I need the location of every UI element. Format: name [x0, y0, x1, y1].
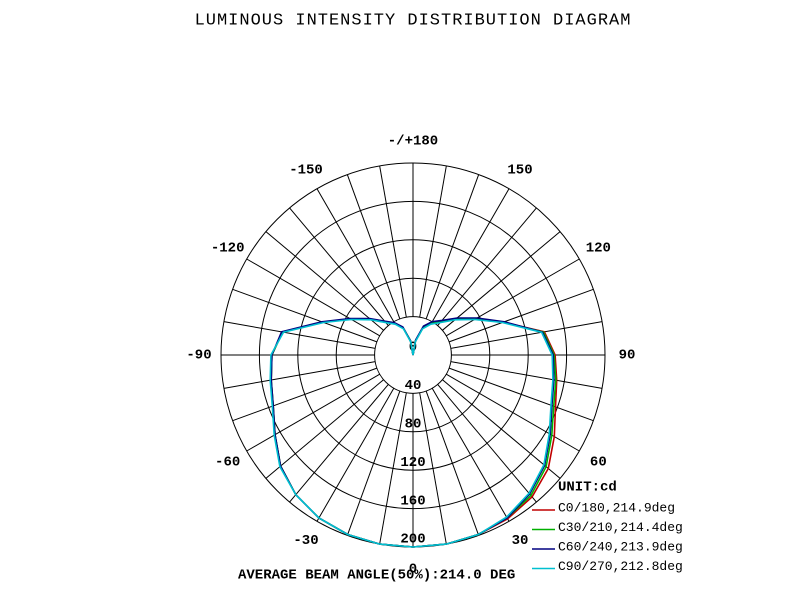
grid-spoke	[346, 174, 401, 320]
grid-spoke	[425, 174, 480, 320]
chart-title: LUMINOUS INTENSITY DISTRIBUTION DIAGRAM	[195, 11, 632, 30]
theta-tick-label: -90	[186, 348, 211, 364]
legend-label: C90/270,212.8deg	[558, 559, 683, 574]
grid-spoke	[448, 288, 594, 343]
series-line	[269, 318, 554, 548]
grid-spoke	[232, 288, 378, 343]
grid-spoke	[446, 373, 580, 452]
grid-spoke	[437, 384, 537, 503]
grid-spoke	[442, 379, 561, 479]
theta-tick-label: 120	[586, 241, 611, 257]
footer: AVERAGE BEAM ANGLE(50%):214.0 DEG	[238, 568, 515, 584]
legend-label: C30/210,214.4deg	[558, 520, 683, 535]
theta-tick-label: 0	[409, 562, 417, 578]
theta-tick-label: -150	[289, 162, 323, 178]
grid-spoke	[223, 321, 376, 349]
grid-spoke	[419, 165, 447, 318]
grid-spoke	[232, 367, 378, 422]
grid-spoke	[289, 207, 389, 326]
grid-spoke	[442, 231, 561, 331]
grid-spoke	[431, 188, 510, 322]
grid-spoke	[223, 361, 376, 389]
grid-spoke	[346, 390, 401, 536]
grid-spoke	[246, 373, 380, 452]
theta-tick-label: -30	[293, 533, 318, 549]
unit-label: UNIT:cd	[558, 480, 617, 496]
r-tick-label: 40	[405, 378, 422, 394]
legend-label: C60/240,213.9deg	[558, 539, 683, 554]
r-tick-label: 0	[409, 340, 417, 356]
theta-tick-label: 30	[512, 533, 529, 549]
legend-label: C0/180,214.9deg	[558, 500, 675, 515]
grid-spoke	[316, 388, 395, 522]
grid-spoke	[379, 165, 407, 318]
grid-spoke	[289, 384, 389, 503]
grid-spoke	[446, 258, 580, 337]
grid-spoke	[425, 390, 480, 536]
grid-spoke	[379, 392, 407, 545]
theta-tick-label: 60	[590, 455, 607, 471]
grid-spoke	[448, 367, 594, 422]
grid-spoke	[431, 388, 510, 522]
grid-spoke	[316, 188, 395, 322]
grid-spoke	[265, 231, 384, 331]
grid-spoke	[450, 321, 603, 349]
grid-spoke	[265, 379, 384, 479]
theta-tick-label: -120	[211, 241, 245, 257]
theta-tick-label: -/+180	[388, 134, 438, 150]
theta-tick-label: 150	[507, 162, 532, 178]
grid-spoke	[437, 207, 537, 326]
theta-tick-label: 90	[619, 348, 636, 364]
grid-spoke	[246, 258, 380, 337]
theta-tick-label: -60	[215, 455, 240, 471]
grid-spoke	[450, 361, 603, 389]
grid-spoke	[419, 392, 447, 545]
